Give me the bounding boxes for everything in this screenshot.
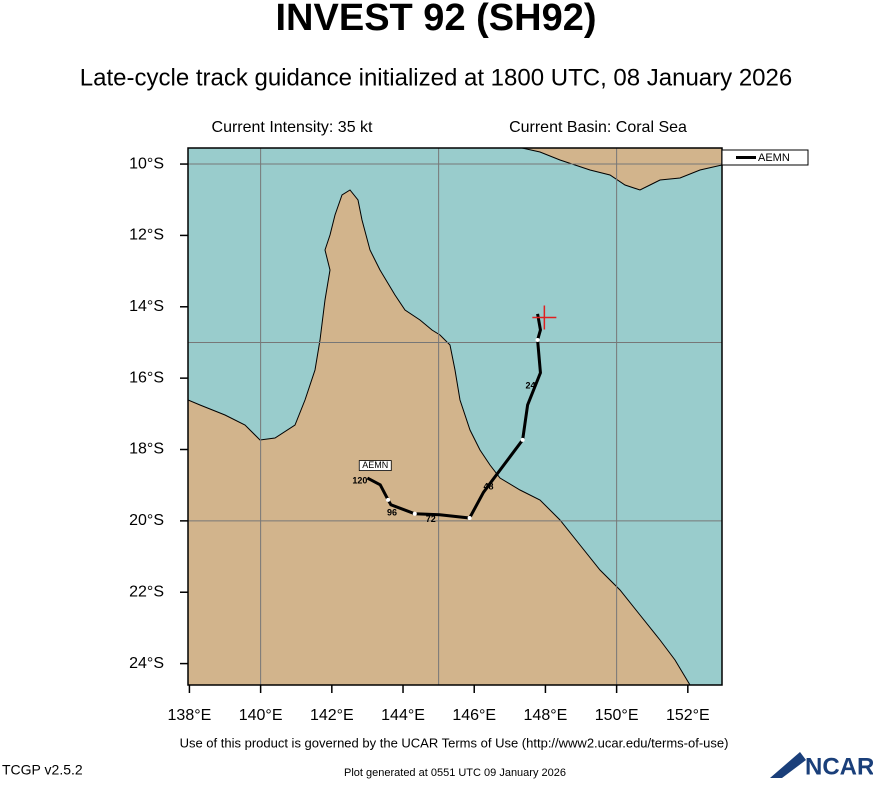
version: TCGP v2.5.2	[2, 762, 83, 778]
x-tick-label: 146°E	[452, 707, 496, 724]
end-label: AEMN	[362, 460, 388, 470]
grid	[188, 148, 722, 685]
intensity: Current Intensity: 35 kt	[212, 119, 374, 136]
logo: NCAR	[805, 753, 873, 780]
y-tick-label: 24°S	[129, 655, 164, 672]
y-tick-label: 12°S	[129, 227, 164, 244]
track-dot	[520, 437, 525, 442]
y-tick-label: 18°S	[129, 441, 164, 458]
frame	[187, 147, 723, 686]
track-dot	[467, 516, 472, 521]
track-dot	[535, 337, 540, 342]
hour-label: 96	[387, 507, 397, 517]
hour-label: 48	[483, 481, 493, 491]
x-tick-label: 140°E	[239, 707, 283, 724]
legend-box	[721, 149, 809, 166]
subtitle: Late-cycle track guidance initialized at…	[80, 64, 792, 91]
track-dot	[412, 511, 417, 516]
track-layer: 24 48 72 96 120 AEMN	[352, 305, 557, 524]
x-tick-label: 144°E	[381, 707, 425, 724]
basin: Current Basin: Coral Sea	[509, 119, 687, 136]
terms: Use of this product is governed by the U…	[180, 735, 729, 750]
y-tick-label: 22°S	[129, 583, 164, 600]
y-tick-label: 14°S	[129, 298, 164, 315]
hour-label: 72	[426, 514, 436, 524]
hour-label: 120	[352, 475, 367, 485]
y-tick-label: 20°S	[129, 512, 164, 529]
x-tick-label: 142°E	[310, 707, 354, 724]
new-guinea	[521, 148, 722, 191]
legend-label: AEMN	[758, 152, 790, 164]
y-tick-label: 10°S	[129, 155, 164, 172]
x-tick-label: 138°E	[168, 707, 212, 724]
x-tick-label: 148°E	[524, 707, 568, 724]
x-tick-label: 150°E	[595, 707, 639, 724]
title: INVEST 92 (SH92)	[276, 0, 597, 39]
current-position	[532, 305, 557, 330]
track-dot	[386, 497, 391, 502]
generated: Plot generated at 0551 UTC 09 January 20…	[344, 767, 566, 779]
y-tick-label: 16°S	[129, 369, 164, 386]
x-tick-label: 152°E	[666, 707, 710, 724]
end-label-box	[358, 460, 392, 471]
hour-label: 24	[525, 380, 535, 390]
logo-mark	[770, 752, 806, 778]
